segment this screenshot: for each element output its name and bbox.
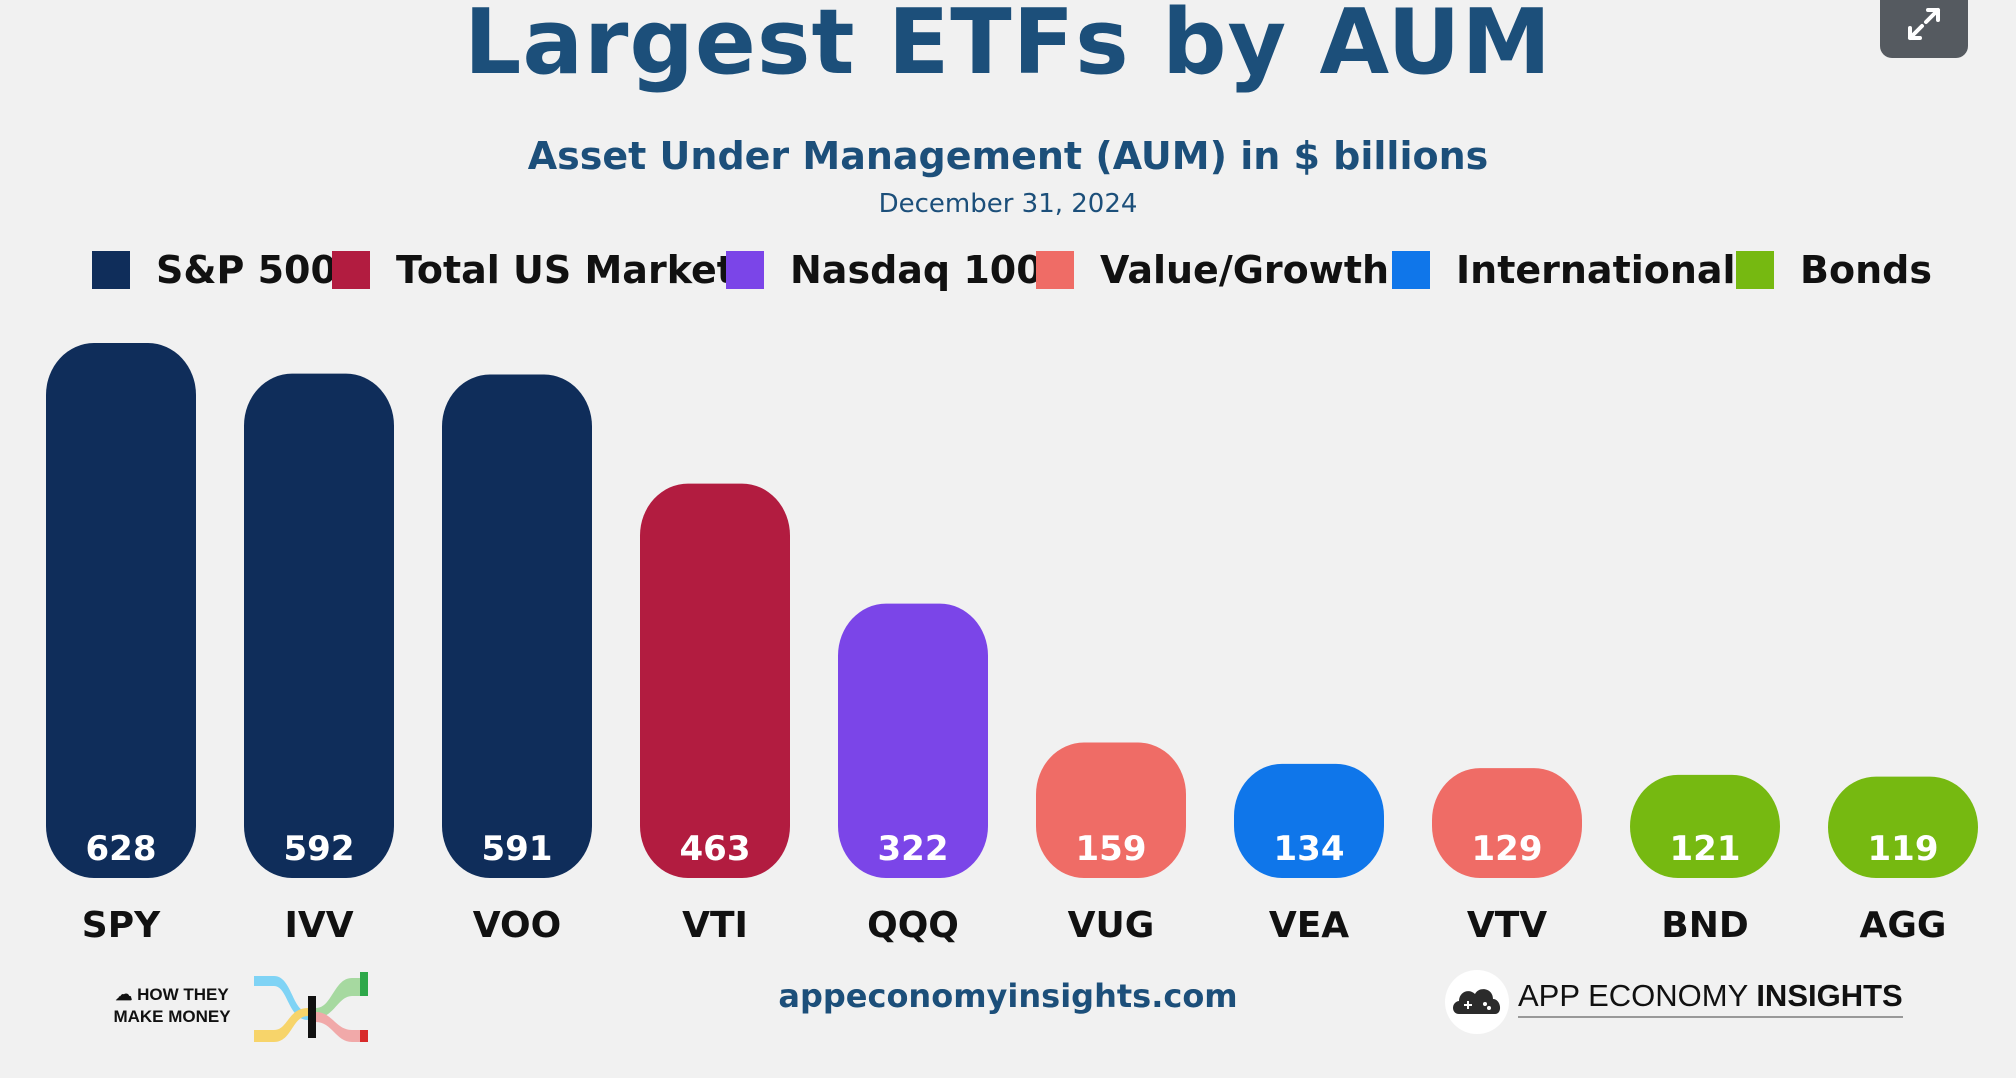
data-label: 121 — [1670, 829, 1741, 869]
data-label: 119 — [1868, 829, 1939, 869]
bar-spy — [46, 343, 196, 878]
bar-chart: 628 SPY 592 IVV 591 VOO 463 VTI 322 QQQ 159 VUG 134 V… — [46, 343, 1978, 946]
data-label: 134 — [1274, 829, 1345, 869]
legend-swatch — [332, 251, 370, 289]
category-label: VTV — [1467, 905, 1547, 946]
data-label: 129 — [1472, 829, 1543, 869]
how-they-make-money-text: ☁ HOW THEY MAKE MONEY — [113, 985, 231, 1026]
legend-item: Bonds — [1736, 245, 1932, 295]
data-label: 591 — [482, 829, 553, 869]
chart-date: December 31, 2024 — [878, 189, 1138, 219]
category-label: AGG — [1860, 905, 1947, 946]
bar-vug — [1036, 742, 1186, 878]
legend-label: S&P 500 — [156, 248, 337, 292]
bar-agg — [1828, 776, 1978, 878]
website-link[interactable]: appeconomyinsights.com — [778, 977, 1238, 1015]
how-they-make-money-logo: ☁ HOW THEY MAKE MONEY — [112, 972, 372, 1042]
legend-label: Nasdaq 100 — [790, 248, 1043, 292]
data-label: 322 — [878, 829, 949, 869]
legend-item: Total US Market — [332, 245, 735, 295]
legend-swatch — [1392, 251, 1430, 289]
category-label: VEA — [1269, 905, 1349, 946]
data-label: 159 — [1076, 829, 1147, 869]
chart-subtitle: Asset Under Management (AUM) in $ billio… — [527, 134, 1489, 178]
category-label: QQQ — [867, 905, 959, 946]
bar-qqq — [838, 603, 988, 878]
expand-arrows-icon — [1908, 8, 1940, 40]
bar-ivv — [244, 373, 394, 878]
category-label: VTI — [682, 905, 748, 946]
data-label: 592 — [284, 829, 355, 869]
data-label: 628 — [86, 829, 157, 869]
sankey-logo-icon — [254, 972, 368, 1042]
legend-item: International — [1392, 245, 1736, 295]
legend: S&P 500 Total US Market Nasdaq 100 Value/Gr… — [0, 245, 2016, 295]
legend-label: Total US Market — [396, 248, 735, 292]
legend-item: S&P 500 — [92, 245, 337, 295]
legend-label: Value/Growth — [1100, 248, 1390, 292]
legend-item: Nasdaq 100 — [726, 245, 1043, 295]
bar-vtv — [1432, 768, 1582, 878]
category-label: VOO — [473, 905, 561, 946]
legend-swatch — [1036, 251, 1074, 289]
legend-label: International — [1456, 248, 1736, 292]
bar-vea — [1234, 763, 1384, 878]
category-label: BND — [1661, 905, 1748, 946]
category-label: VUG — [1068, 905, 1155, 946]
category-label: SPY — [82, 905, 161, 946]
legend-label: Bonds — [1800, 248, 1932, 292]
bar-voo — [442, 374, 592, 878]
legend-item: Value/Growth — [1036, 245, 1389, 295]
legend-swatch — [92, 251, 130, 289]
chart-title: Largest ETFs by AUM — [463, 0, 1553, 95]
app-economy-insights-logo: APP ECONOMY INSIGHTS — [1445, 970, 1903, 1034]
expand-button[interactable] — [1880, 0, 1968, 58]
cloud-icon: ☁ — [115, 985, 133, 1004]
category-label: IVV — [284, 905, 353, 946]
legend-swatch — [1736, 251, 1774, 289]
bar-vti — [640, 483, 790, 878]
gamepad-cloud-icon — [1453, 989, 1501, 1014]
logo-badge — [1445, 970, 1509, 1034]
legend-swatch — [726, 251, 764, 289]
app-economy-insights-text: APP ECONOMY INSIGHTS — [1518, 978, 1903, 1018]
bar-bnd — [1630, 774, 1780, 878]
data-label: 463 — [680, 829, 751, 869]
